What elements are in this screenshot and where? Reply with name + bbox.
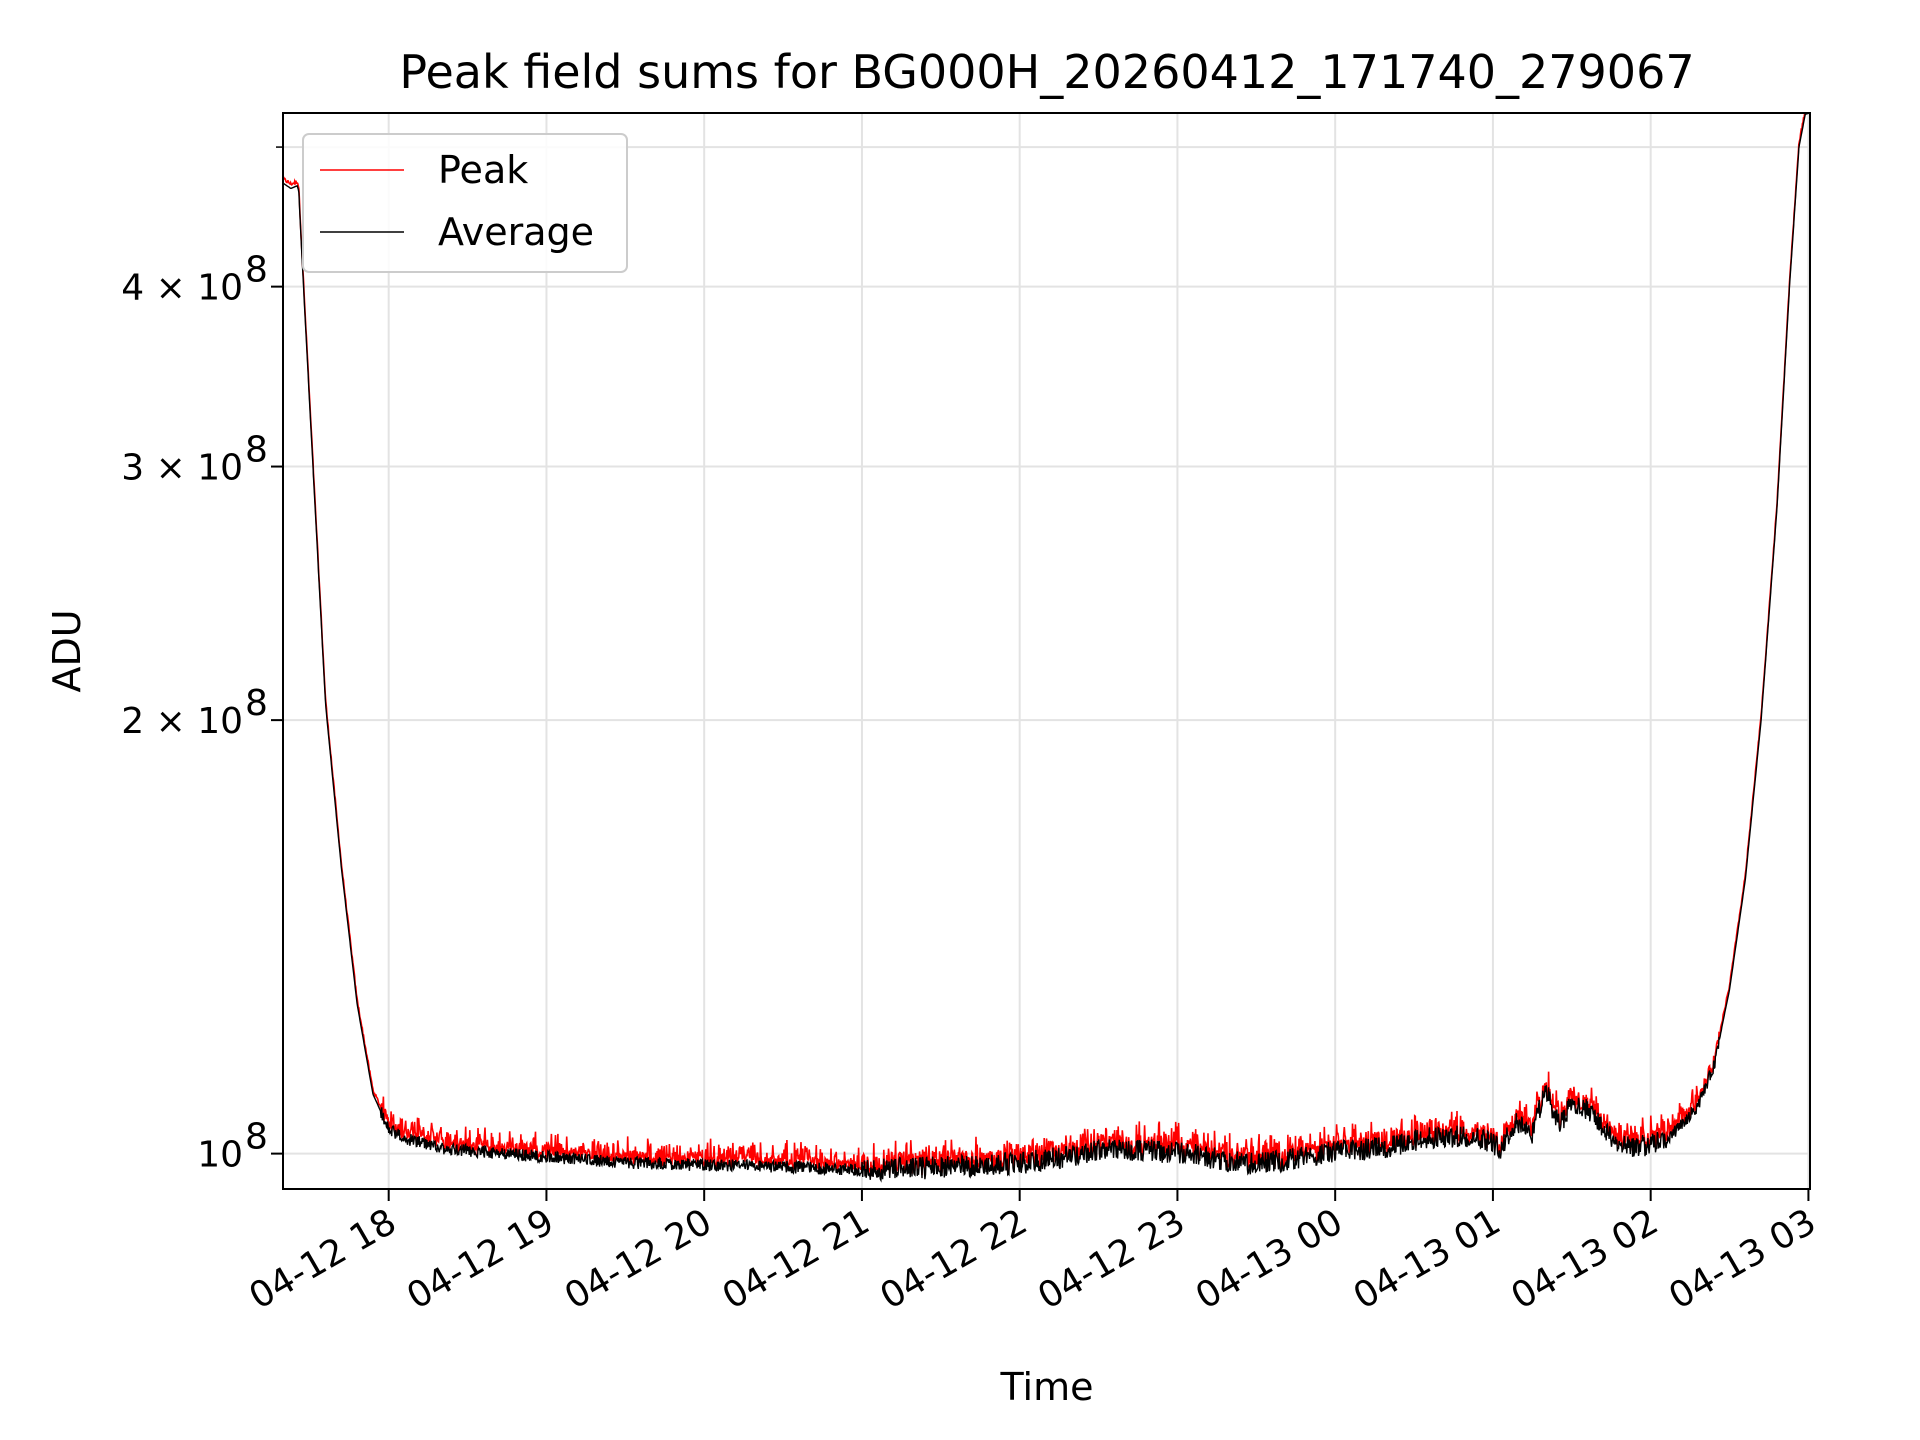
y-tick-label: 4 × 10 (121, 268, 243, 309)
y-tick-exponent: 8 (245, 683, 268, 724)
series-average (282, 112, 1811, 1183)
y-axis: 10 82 × 10 83 × 10 84 × 10 8 (121, 146, 283, 1176)
plot-frame (282, 112, 1811, 1190)
y-tick-exponent: 8 (245, 430, 268, 471)
y-tick-label: 3 × 10 (121, 448, 243, 489)
y-axis-label: ADU (45, 609, 89, 692)
y-tick-exponent: 8 (245, 250, 268, 291)
x-tick-label: 04-12 18 (243, 1201, 404, 1317)
y-tick-label: 2 × 10 (121, 701, 243, 742)
x-tick-label: 04-12 21 (716, 1201, 877, 1317)
x-tick-label: 04-13 02 (1505, 1201, 1666, 1317)
average-line (282, 112, 1811, 1183)
legend-average-label: Average (438, 210, 594, 254)
legend-peak-label: Peak (438, 148, 528, 192)
y-tick-label: 10 (197, 1135, 243, 1176)
x-tick-label: 04-13 03 (1662, 1201, 1823, 1317)
x-tick-label: 04-12 19 (400, 1201, 561, 1317)
x-tick-label: 04-12 23 (1031, 1201, 1192, 1317)
x-tick-label: 04-13 01 (1347, 1201, 1508, 1317)
chart-title: Peak field sums for BG000H_20260412_1717… (399, 45, 1694, 99)
x-tick-label: 04-12 20 (558, 1201, 719, 1317)
y-tick-exponent: 8 (245, 1117, 268, 1158)
legend-box (302, 133, 628, 273)
x-tick-label: 04-12 22 (874, 1201, 1035, 1317)
grid (283, 113, 1810, 1189)
x-axis-label: Time (1000, 1365, 1094, 1409)
legend: Peak Average (302, 133, 628, 273)
x-tick-label: 04-13 00 (1189, 1201, 1350, 1317)
